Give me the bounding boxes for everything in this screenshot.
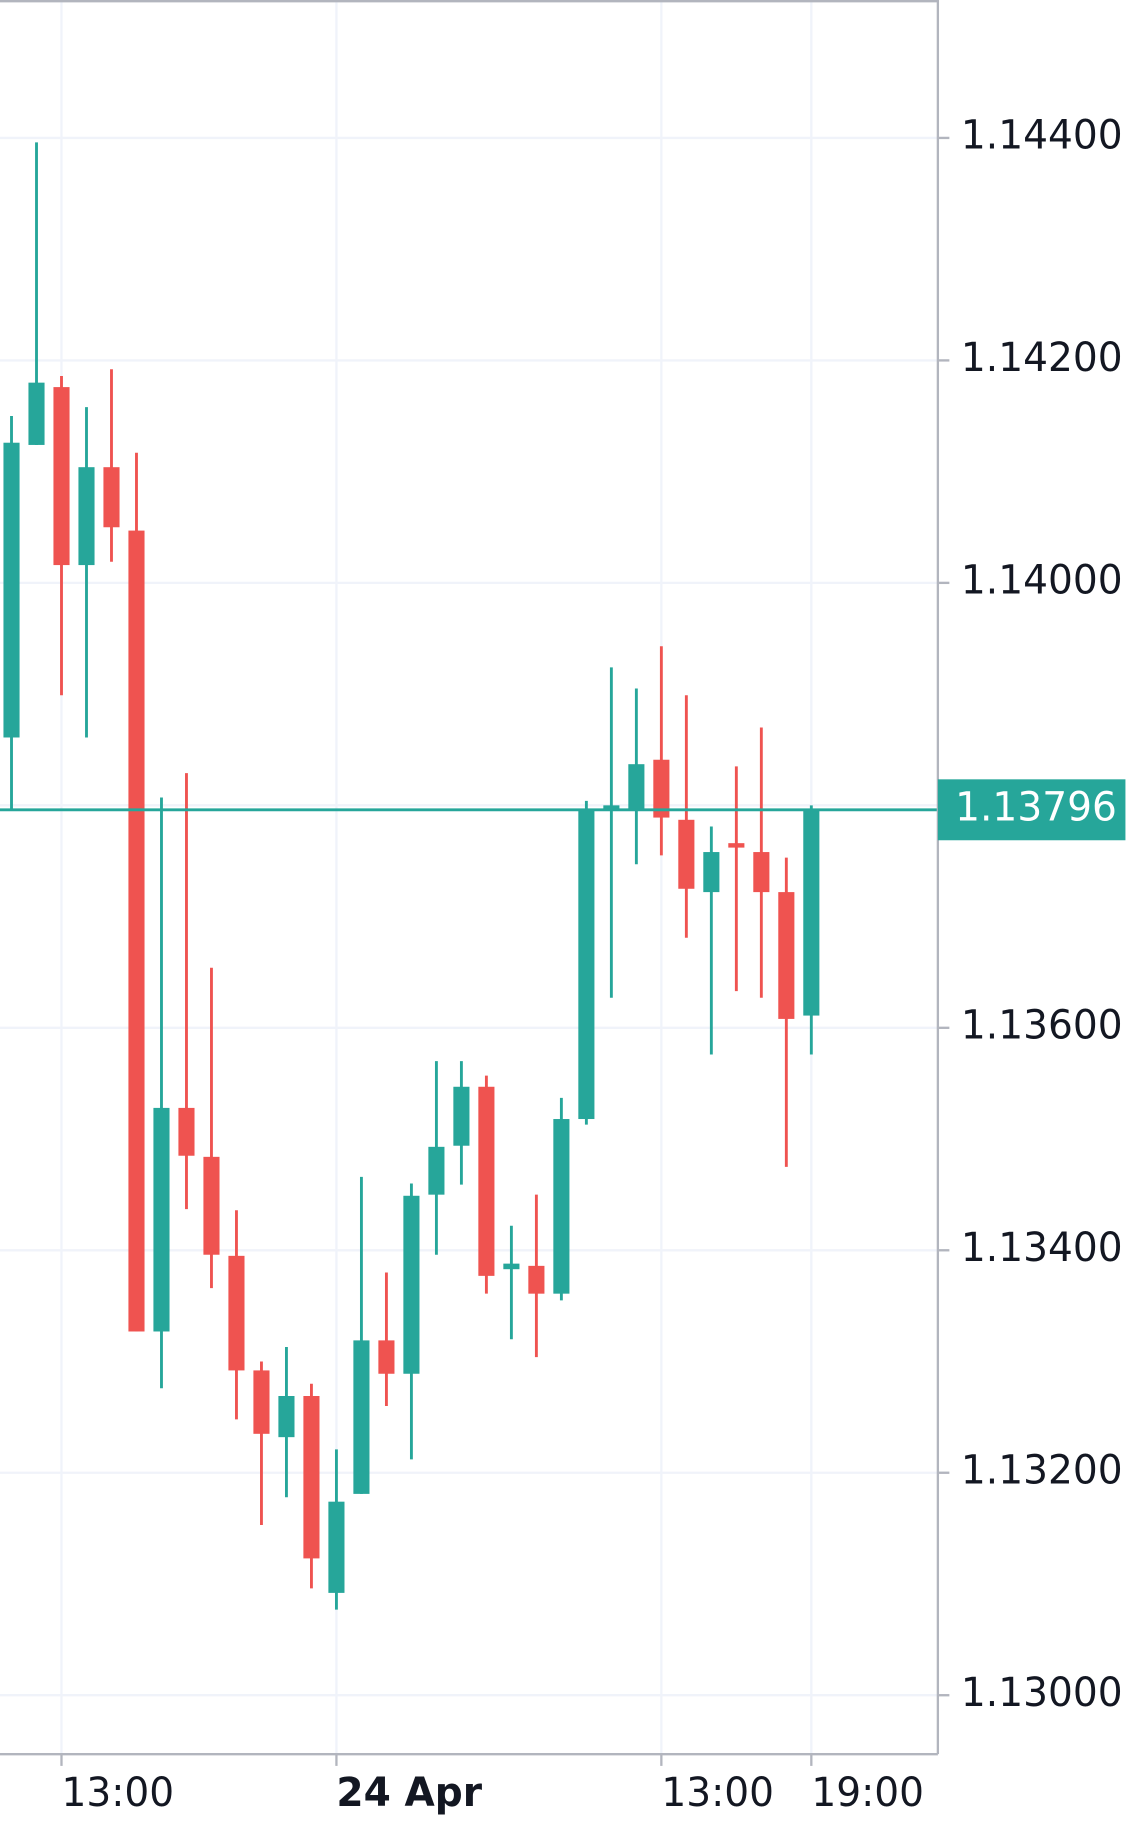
y-tick-label: 1.13000 [961, 1669, 1123, 1715]
x-tick-label: 13:00 [61, 1769, 174, 1815]
candle-body [103, 467, 120, 528]
y-tick-label: 1.13400 [961, 1225, 1123, 1271]
candle-body [203, 1156, 220, 1255]
candle-body [703, 852, 720, 893]
candle-body [403, 1195, 420, 1374]
x-tick-label: 19:00 [811, 1769, 924, 1815]
candle-body [178, 1107, 195, 1156]
candle-body [778, 892, 795, 1019]
y-tick-label: 1.13600 [961, 1002, 1123, 1048]
candle-body [753, 852, 770, 893]
x-tick-label: 24 Apr [336, 1769, 482, 1815]
y-tick-label: 1.14000 [961, 557, 1123, 603]
candle-body [803, 809, 820, 1016]
candle-body [603, 805, 620, 811]
candle-body [78, 467, 95, 566]
y-tick-label: 1.14400 [961, 112, 1123, 158]
last-price-badge [937, 779, 1126, 841]
candle-body [503, 1263, 520, 1270]
axis-labels: 1.130001.132001.134001.136001.138001.140… [60, 112, 1126, 1816]
candle-body [53, 387, 70, 566]
candle-body [253, 1370, 270, 1434]
candle-body [428, 1146, 445, 1195]
candle-body [303, 1396, 320, 1559]
candle-body [328, 1501, 345, 1593]
candle-body [353, 1340, 370, 1494]
candle-body [528, 1265, 545, 1294]
candle-body [578, 808, 595, 1120]
y-tick-label: 1.14200 [961, 335, 1123, 381]
candle-body [653, 759, 670, 818]
x-tick-label: 13:00 [661, 1769, 774, 1815]
candle-body [128, 530, 145, 1332]
candle-body [678, 819, 695, 889]
candle-body [478, 1086, 495, 1276]
candle-body [228, 1255, 245, 1371]
candle-body [728, 843, 745, 848]
candle-body [378, 1340, 395, 1374]
y-tick-label: 1.13200 [961, 1447, 1123, 1493]
candle-body [28, 382, 45, 445]
candle-body [278, 1396, 295, 1438]
candles [0, 142, 938, 1610]
candle-body [553, 1119, 570, 1294]
candle-body [628, 764, 645, 809]
candle-body [153, 1107, 170, 1332]
candle-body [3, 442, 20, 738]
last-price-label: 1.13796 [955, 784, 1117, 830]
candle-body [453, 1086, 470, 1146]
